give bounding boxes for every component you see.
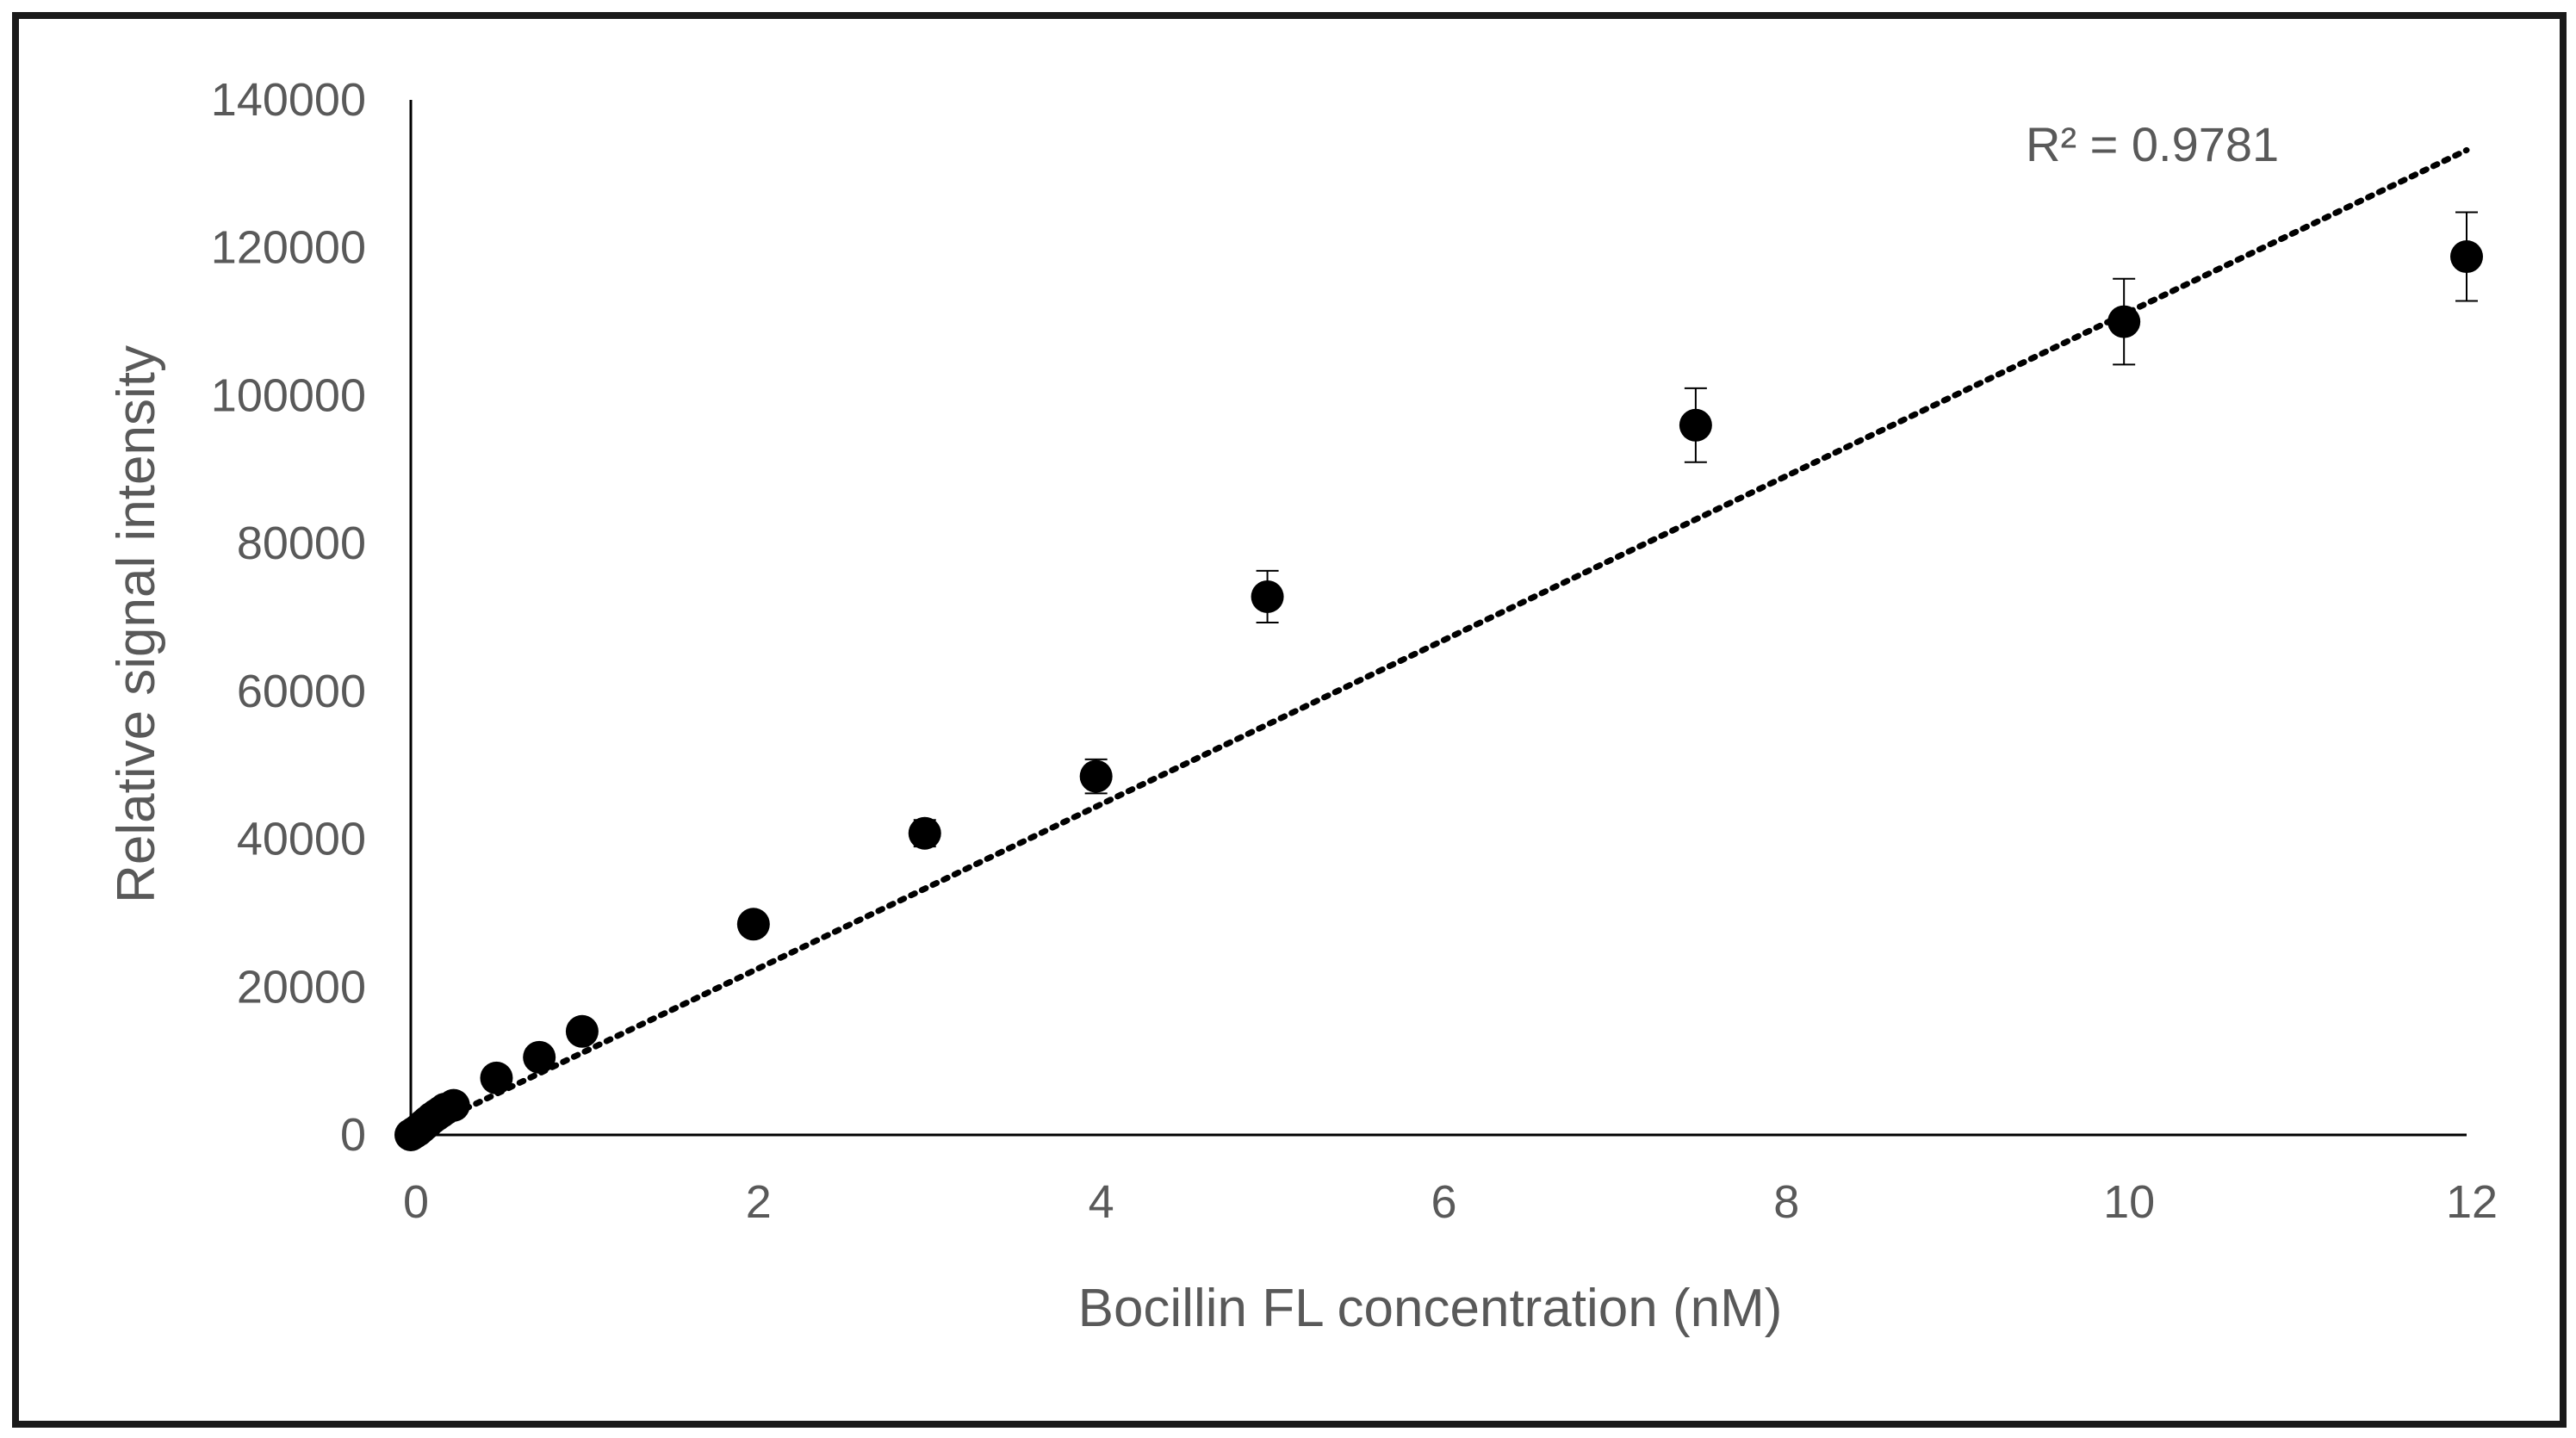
x-tick-label: 6 (1431, 1176, 1456, 1228)
y-tick-label: 100000 (211, 369, 366, 421)
y-tick-label: 0 (340, 1109, 366, 1161)
data-point (1079, 759, 1113, 793)
x-tick-label: 0 (403, 1176, 429, 1228)
x-axis-title: Bocillin FL concentration (nM) (1078, 1279, 1783, 1338)
data-point (480, 1061, 513, 1094)
data-point (565, 1014, 599, 1048)
x-tick-label: 8 (1773, 1176, 1799, 1228)
y-tick-label: 60000 (237, 666, 366, 717)
r-squared-label: R² = 0.9781 (2026, 117, 2279, 171)
x-tick-label: 12 (2446, 1176, 2498, 1228)
y-tick-label: 20000 (237, 961, 366, 1013)
data-point (523, 1040, 556, 1074)
data-point (1679, 408, 1712, 442)
chart-frame: 0 20000 40000 60000 80000 100000 120000 140000 … (12, 12, 2567, 1428)
x-tick-label: 2 (746, 1176, 772, 1228)
x-tick-label: 4 (1089, 1176, 1114, 1228)
x-axis-ticks: 0 2 4 6 8 10 12 (403, 1176, 2498, 1228)
error-bars (913, 211, 2478, 848)
scatter-chart: 020000400006000080000100000120000140000 … (107, 74, 2498, 1338)
data-points (394, 240, 2483, 1151)
y-axis-title: Relative signal intensity (107, 345, 166, 903)
x-tick-label: 10 (2103, 1176, 2155, 1228)
data-point (908, 816, 941, 850)
y-tick-label: 80000 (237, 518, 366, 569)
data-point (437, 1088, 470, 1122)
y-tick-label: 140000 (211, 74, 366, 126)
data-point (2107, 305, 2141, 338)
y-tick-label: 40000 (237, 814, 366, 865)
data-point (2450, 240, 2483, 274)
y-axis-ticks: 0 20000 40000 60000 80000 100000 120000 140000 (211, 74, 366, 1161)
data-point (736, 908, 770, 941)
y-tick-label: 120000 (211, 222, 366, 274)
data-point (1251, 580, 1284, 613)
trendline (407, 146, 2470, 1138)
